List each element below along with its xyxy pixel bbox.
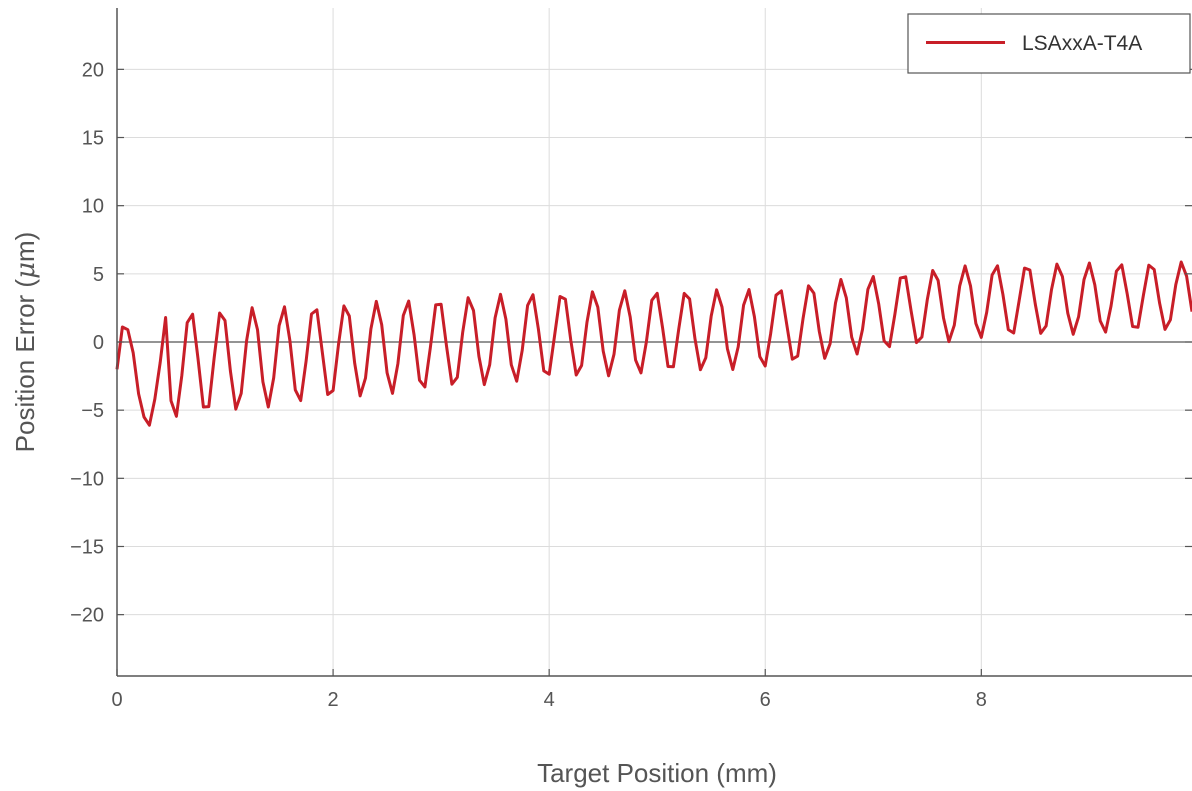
series-layer [115, 260, 1192, 427]
y-tick-label: −10 [70, 468, 104, 490]
y-tick-label: 5 [93, 264, 104, 286]
x-tick-label: 2 [328, 689, 339, 711]
y-tick-label: −20 [70, 605, 104, 627]
y-tick-label: 0 [93, 332, 104, 354]
y-tick-label: −15 [70, 536, 104, 558]
legend: LSAxxA-T4A [907, 13, 1191, 74]
x-tick-label: 8 [976, 689, 987, 711]
x-tick-label: 0 [111, 689, 122, 711]
axes-frame [116, 8, 1192, 677]
y-tick-label: 20 [82, 59, 104, 81]
y-tick-label: −5 [81, 400, 104, 422]
x-tick-label: 6 [760, 689, 771, 711]
tick-labels: 0 2 4 6 8 20 15 10 5 0 −5 −10 −15 −20 [70, 59, 987, 711]
y-tick-label: 15 [82, 128, 104, 150]
y-tick-label: 10 [82, 196, 104, 218]
x-tick-label: 4 [544, 689, 555, 711]
series-line [115, 260, 1192, 427]
y-axis-title: Position Error (μm) [10, 232, 41, 453]
x-axis-title: Target Position (mm) [537, 758, 777, 788]
legend-label: LSAxxA-T4A [1022, 32, 1142, 55]
